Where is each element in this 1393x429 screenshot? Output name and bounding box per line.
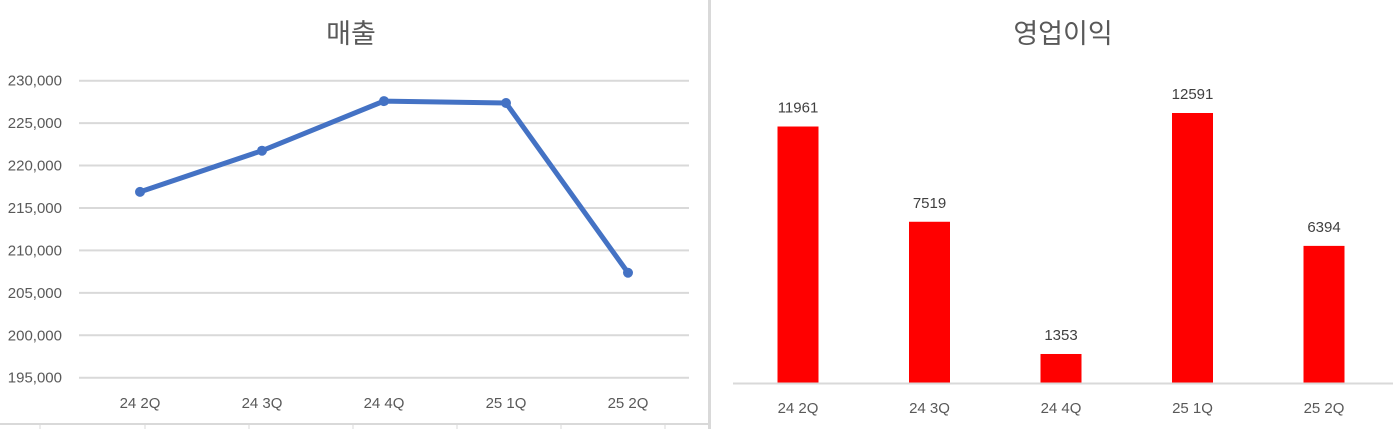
bar [1040, 353, 1082, 383]
data-point [379, 96, 389, 107]
x-tick-label: 25 2Q [608, 395, 649, 412]
y-tick-label: 215,000 [8, 200, 62, 217]
revenue-line-series [139, 98, 631, 275]
y-tick-label: 225,000 [8, 115, 62, 132]
y-tick-label: 210,000 [8, 242, 62, 259]
x-tick-label: 24 4Q [364, 395, 405, 412]
y-tick-label: 205,000 [8, 285, 62, 302]
x-tick-label: 24 2Q [120, 395, 161, 412]
bar [909, 221, 950, 383]
y-tick-label: 195,000 [8, 370, 62, 387]
x-tick-label: 25 2Q [1304, 400, 1345, 417]
line-chart-title: 매출 [326, 19, 376, 49]
data-point [135, 186, 145, 197]
bar-data-label: 12591 [1172, 86, 1214, 103]
bar [777, 126, 819, 384]
x-tick-label: 25 1Q [486, 395, 527, 412]
data-point [257, 145, 267, 156]
panel-divider [708, 0, 711, 429]
bar-chart-title: 영업이익 [1013, 19, 1112, 49]
bar-data-label: 6394 [1307, 219, 1340, 236]
x-tick-label: 25 1Q [1172, 400, 1213, 417]
x-tick-label: 24 3Q [242, 395, 283, 412]
bar-data-label: 1353 [1044, 327, 1077, 344]
bar-data-label: 7519 [913, 195, 946, 212]
x-tick-label: 24 3Q [909, 400, 950, 417]
data-point [623, 267, 633, 278]
y-tick-label: 220,000 [8, 158, 62, 175]
bar [1172, 113, 1213, 383]
y-tick-label: 200,000 [8, 327, 62, 344]
data-point [501, 98, 511, 109]
bar [1303, 245, 1345, 383]
x-tick-label: 24 4Q [1041, 400, 1082, 417]
x-tick-label: 24 2Q [778, 400, 819, 417]
bar-data-label: 11961 [778, 100, 819, 117]
y-tick-label: 230,000 [8, 73, 62, 90]
